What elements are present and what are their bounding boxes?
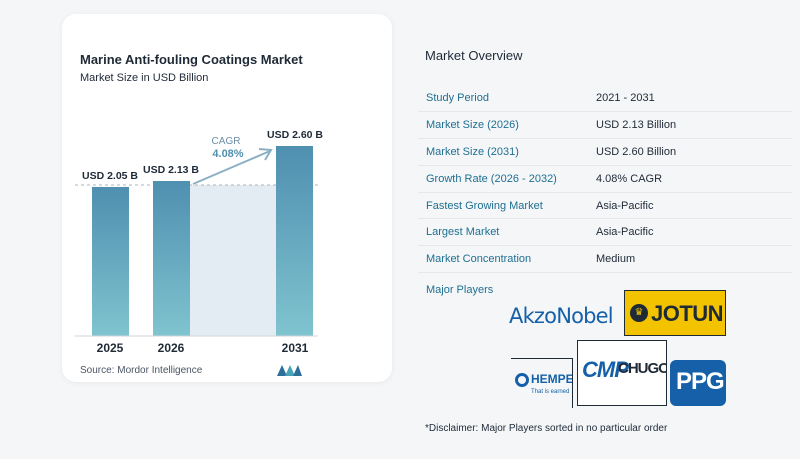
chugoku-logo-text: CHUGOKU [618, 360, 667, 377]
disclaimer-note: *Disclaimer: Major Players sorted in no … [425, 423, 668, 434]
jotun-emblem-icon: ♛ [630, 304, 648, 322]
overview-row-label: Growth Rate (2026 - 2032) [418, 165, 596, 193]
overview-row-label: Market Concentration [418, 245, 596, 274]
overview-row-value: Medium [596, 245, 792, 274]
growth-shade [190, 184, 276, 336]
cagr-value: 4.08% [212, 148, 243, 160]
ppg-logo-text: PPG [676, 368, 725, 395]
overview-row: Largest Market Asia-Pacific [418, 218, 792, 247]
hempel-logo-text: HEMPEL [531, 372, 573, 386]
overview-row: Study Period 2021 - 2031 [418, 85, 792, 113]
hempel-emblem-icon [515, 373, 529, 387]
overview-row-value: Asia-Pacific [596, 192, 792, 220]
overview-row-value: 2021 - 2031 [596, 85, 792, 113]
cagr-label: CAGR [212, 136, 241, 147]
category-label-2026: 2026 [158, 341, 185, 355]
source-note: Source: Mordor Intelligence [80, 365, 203, 376]
chart-subtitle: Market Size in USD Billion [80, 72, 209, 84]
overview-row: Market Concentration Medium [418, 245, 792, 274]
overview-row: Market Size (2026) USD 2.13 Billion [418, 111, 792, 140]
cagr-arrow-line [192, 150, 271, 185]
market-overview-title: Market Overview [425, 48, 523, 63]
bar-2026 [153, 181, 190, 336]
overview-row-label: Market Size (2026) [418, 111, 596, 140]
overview-row: Market Size (2031) USD 2.60 Billion [418, 138, 792, 166]
bar-2031 [276, 146, 313, 336]
overview-row-value: USD 2.13 Billion [596, 111, 792, 140]
overview-row-value: Asia-Pacific [596, 218, 792, 247]
category-label-2031: 2031 [282, 341, 309, 355]
value-label-2025: USD 2.05 B [82, 170, 138, 182]
akzonobel-logo: AkzoNobel [509, 304, 614, 328]
overview-row-label: Fastest Growing Market [418, 192, 596, 220]
jotun-logo-text: JOTUN [651, 301, 724, 326]
jotun-logo: ♛ JOTUN [624, 290, 726, 336]
overview-row-label: Largest Market [418, 218, 596, 247]
category-label-2025: 2025 [97, 341, 124, 355]
value-label-2026: USD 2.13 B [143, 164, 199, 176]
cagr-arrow-head [258, 148, 273, 161]
overview-row-label: Study Period [418, 85, 596, 113]
overview-row-value: 4.08% CAGR [596, 165, 792, 193]
hempel-tagline: That is earned [531, 389, 570, 395]
cmp-logo-text: CMP [582, 357, 629, 382]
major-players-title: Major Players [426, 284, 494, 296]
mordor-logo-icon [277, 365, 302, 376]
chart-title: Marine Anti-fouling Coatings Market [80, 52, 303, 67]
hempel-logo: HEMPEL That is earned [511, 358, 573, 408]
overview-row: Fastest Growing Market Asia-Pacific [418, 192, 792, 220]
overview-row-value: USD 2.60 Billion [596, 138, 792, 166]
bar-2025 [92, 186, 129, 336]
chugoku-logo: CMP CHUGOKU [577, 340, 667, 406]
overview-row-label: Market Size (2031) [418, 138, 596, 166]
market-overview-table: Study Period 2021 - 2031 Market Size (2026… [418, 85, 792, 274]
ppg-logo: PPG [670, 360, 726, 406]
value-label-2031: USD 2.60 B [267, 129, 323, 141]
overview-row: Growth Rate (2026 - 2032) 4.08% CAGR [418, 165, 792, 193]
